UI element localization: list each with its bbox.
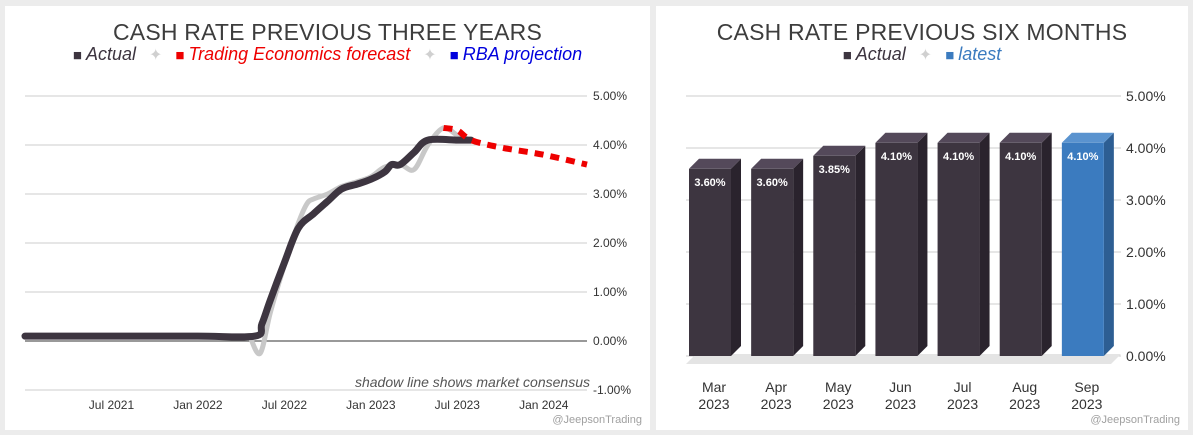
x-tick-label: Mar — [702, 379, 726, 395]
legend-rba-swatch-icon: ■ — [449, 47, 459, 64]
three-year-chart-panel: CASH RATE PREVIOUS THREE YEARS ■ Actual ✦… — [5, 6, 650, 430]
bar-chart-plot: 5.00%4.00%3.00%2.00%1.00%0.00%3.60%Mar20… — [686, 88, 1166, 412]
x-tick-label: 2023 — [947, 396, 978, 412]
bar — [1061, 142, 1104, 356]
bar-value-label: 4.10% — [881, 151, 912, 163]
legend-separator-icon: ✦ — [918, 47, 933, 64]
x-tick-label: Jun — [889, 379, 912, 395]
x-tick-label: 2023 — [1009, 396, 1040, 412]
chart1-credit: @JeepsonTrading — [552, 414, 642, 426]
x-tick-label: 2023 — [698, 396, 729, 412]
bar-top — [937, 132, 990, 143]
bar-value-label: 4.10% — [1067, 151, 1098, 163]
legend-separator-icon: ✦ — [148, 47, 163, 64]
bar-value-label: 3.60% — [757, 177, 788, 189]
x-tick-label: Apr — [765, 379, 787, 395]
bar — [937, 142, 980, 356]
bar-side — [793, 158, 804, 356]
x-tick-label: Jul 2022 — [262, 398, 308, 412]
y-tick-label: 3.00% — [593, 187, 627, 201]
bar — [813, 155, 856, 356]
bar-value-label: 4.10% — [1005, 151, 1036, 163]
x-tick-label: Aug — [1012, 379, 1037, 395]
legend-separator-icon: ✦ — [423, 47, 437, 64]
bar-top — [813, 145, 866, 156]
chart1-legend: ■ Actual ✦ ■ Trading Economics forecast ✦ … — [5, 44, 650, 65]
legend-latest-swatch-icon: ■ — [945, 47, 955, 64]
y-tick-label: 5.00% — [593, 89, 627, 103]
x-tick-label: Jul — [954, 379, 972, 395]
x-tick-label: 2023 — [1071, 396, 1102, 412]
bar — [875, 142, 918, 356]
bar-side — [1041, 132, 1052, 356]
bar-value-label: 4.10% — [943, 151, 974, 163]
bar — [999, 142, 1042, 356]
x-tick-label: Sep — [1074, 379, 1099, 395]
x-tick-label: Jan 2022 — [173, 398, 223, 412]
y-tick-label: 4.00% — [593, 138, 627, 152]
legend-actual-swatch-icon: ■ — [842, 47, 852, 64]
bar-side — [1103, 132, 1114, 356]
y-tick-label: 2.00% — [593, 236, 627, 250]
y-tick-label: 0.00% — [593, 334, 627, 348]
x-tick-label: May — [825, 379, 851, 395]
x-tick-label: Jul 2023 — [435, 398, 481, 412]
bar-value-label: 3.60% — [694, 177, 725, 189]
chart-floor — [686, 354, 1121, 364]
line-chart-plot: 5.00% 4.00% 3.00% 2.00% 1.00% 0.00% -1.00% Jul … — [21, 89, 631, 412]
y-tick-label: 1.00% — [1126, 296, 1166, 312]
bar — [751, 168, 794, 356]
bar-top — [999, 132, 1052, 143]
bar-side — [855, 145, 866, 356]
chart2-title: CASH RATE PREVIOUS SIX MONTHS — [716, 19, 1128, 45]
chart1-title: CASH RATE PREVIOUS THREE YEARS — [112, 19, 543, 45]
legend-rba-label: RBA projection — [462, 44, 583, 64]
bar-top — [875, 132, 928, 143]
bar-top — [689, 158, 741, 169]
legend-forecast-swatch-icon: ■ — [175, 47, 185, 64]
x-tick-label: Jan 2023 — [346, 398, 396, 412]
legend-actual-label: Actual — [85, 44, 136, 64]
bar-side — [979, 132, 990, 356]
bar-value-label: 3.85% — [819, 164, 850, 176]
x-tick-label: 2023 — [761, 396, 792, 412]
bar-top — [751, 158, 804, 169]
x-tick-label: Jul 2021 — [89, 398, 135, 412]
six-month-chart-panel: CASH RATE PREVIOUS SIX MONTHS ■ Actual ✦ … — [656, 6, 1188, 430]
consensus-shadow-line — [247, 125, 474, 357]
y-tick-label: 5.00% — [1126, 88, 1166, 104]
y-tick-label: 0.00% — [1126, 348, 1166, 364]
y-tick-label: 1.00% — [593, 285, 627, 299]
legend-actual-label: Actual — [855, 44, 906, 64]
y-tick-label: 2.00% — [1126, 244, 1166, 260]
bar-top — [1061, 132, 1114, 143]
actual-rate-line — [21, 135, 475, 341]
forecast-line — [442, 124, 588, 168]
x-tick-label: 2023 — [885, 396, 916, 412]
chart2-credit: @JeepsonTrading — [1090, 414, 1180, 426]
legend-actual-swatch-icon: ■ — [72, 47, 82, 64]
legend-forecast-label: Trading Economics forecast — [188, 44, 411, 64]
chart-annotation: shadow line shows market consensus — [355, 374, 590, 390]
bar — [689, 168, 731, 356]
y-tick-label: 3.00% — [1126, 192, 1166, 208]
y-tick-label: -1.00% — [593, 383, 631, 397]
chart2-legend: ■ Actual ✦ ■ latest — [656, 44, 1188, 65]
x-tick-label: Jan 2024 — [519, 398, 569, 412]
bar-side — [731, 158, 741, 356]
legend-latest-label: latest — [958, 44, 1002, 64]
bar-side — [917, 132, 928, 356]
y-tick-label: 4.00% — [1126, 140, 1166, 156]
x-tick-label: 2023 — [823, 396, 854, 412]
